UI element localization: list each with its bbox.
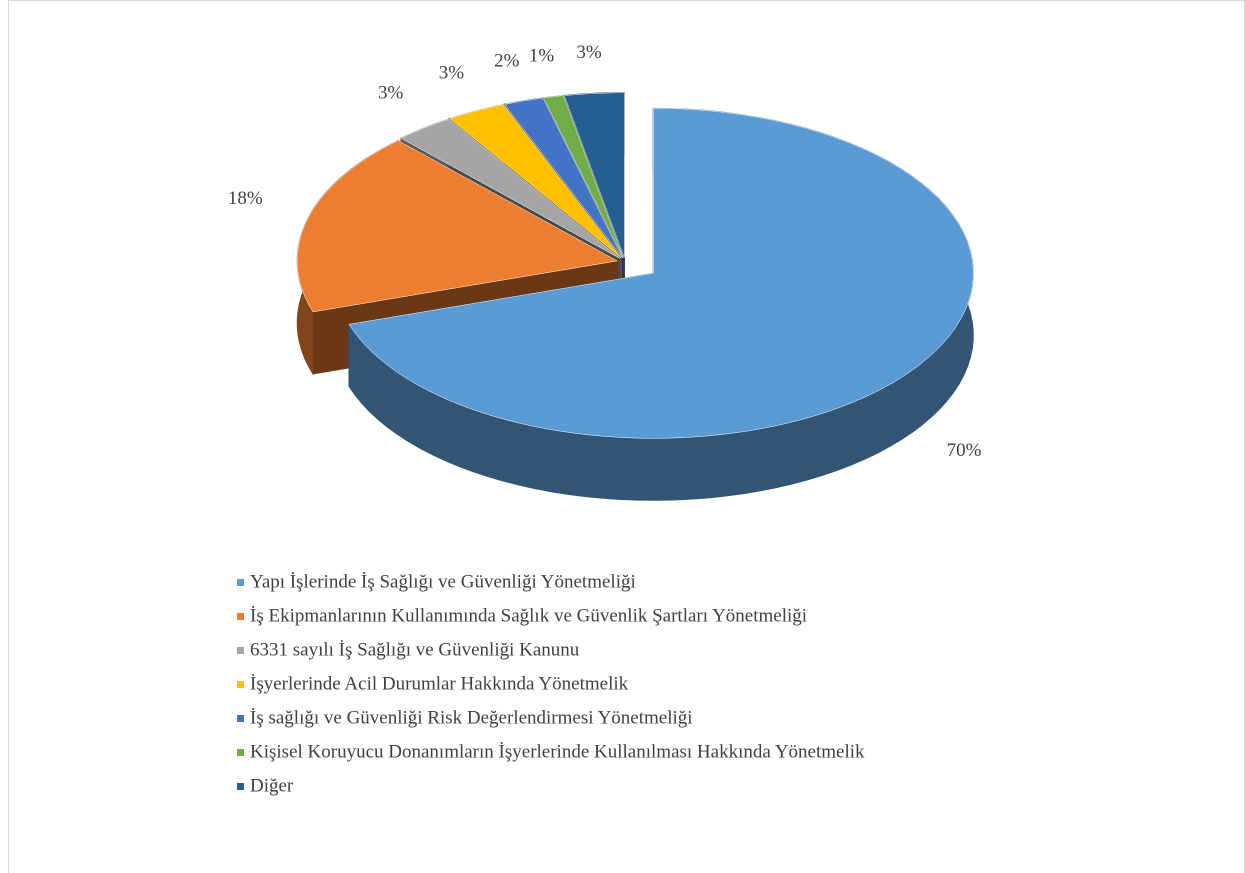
legend-label: İşyerlerinde Acil Durumlar Hakkında Yöne… [250, 673, 629, 694]
legend-swatch [237, 715, 244, 722]
legend-label: İş sağlığı ve Güvenliği Risk Değerlendir… [250, 707, 693, 728]
slice-top [297, 140, 619, 313]
slice-top [400, 118, 621, 259]
legend-swatch [237, 783, 244, 790]
legend-label: 6331 sayılı İş Sağlığı ve Güvenliği Kanu… [250, 639, 580, 660]
pie-slice [348, 107, 974, 501]
legend-label: Yapı İşlerinde İş Sağlığı ve Güvenliği Y… [250, 571, 636, 592]
slice-top [449, 104, 622, 259]
legend-label: Kişisel Koruyucu Donanımların İşyerlerin… [250, 741, 865, 762]
data-label: 3% [576, 42, 602, 63]
data-label: 3% [378, 82, 404, 103]
data-label: 1% [529, 46, 555, 67]
legend-swatch [237, 613, 244, 620]
data-label: 18% [228, 188, 263, 209]
legend-swatch [237, 579, 244, 586]
legend-swatch [237, 749, 244, 756]
data-label: 2% [494, 51, 520, 72]
legend-label: İş Ekipmanlarının Kullanımında Sağlık ve… [250, 605, 807, 626]
slice-top [563, 92, 625, 258]
data-label: 3% [439, 62, 465, 83]
legend-label: Diğer [250, 775, 294, 796]
data-label: 70% [947, 440, 982, 461]
slice-top [543, 95, 624, 258]
legend-swatch [237, 647, 244, 654]
slice-top [504, 97, 623, 258]
slice-top [348, 108, 974, 439]
legend-swatch [237, 681, 244, 688]
